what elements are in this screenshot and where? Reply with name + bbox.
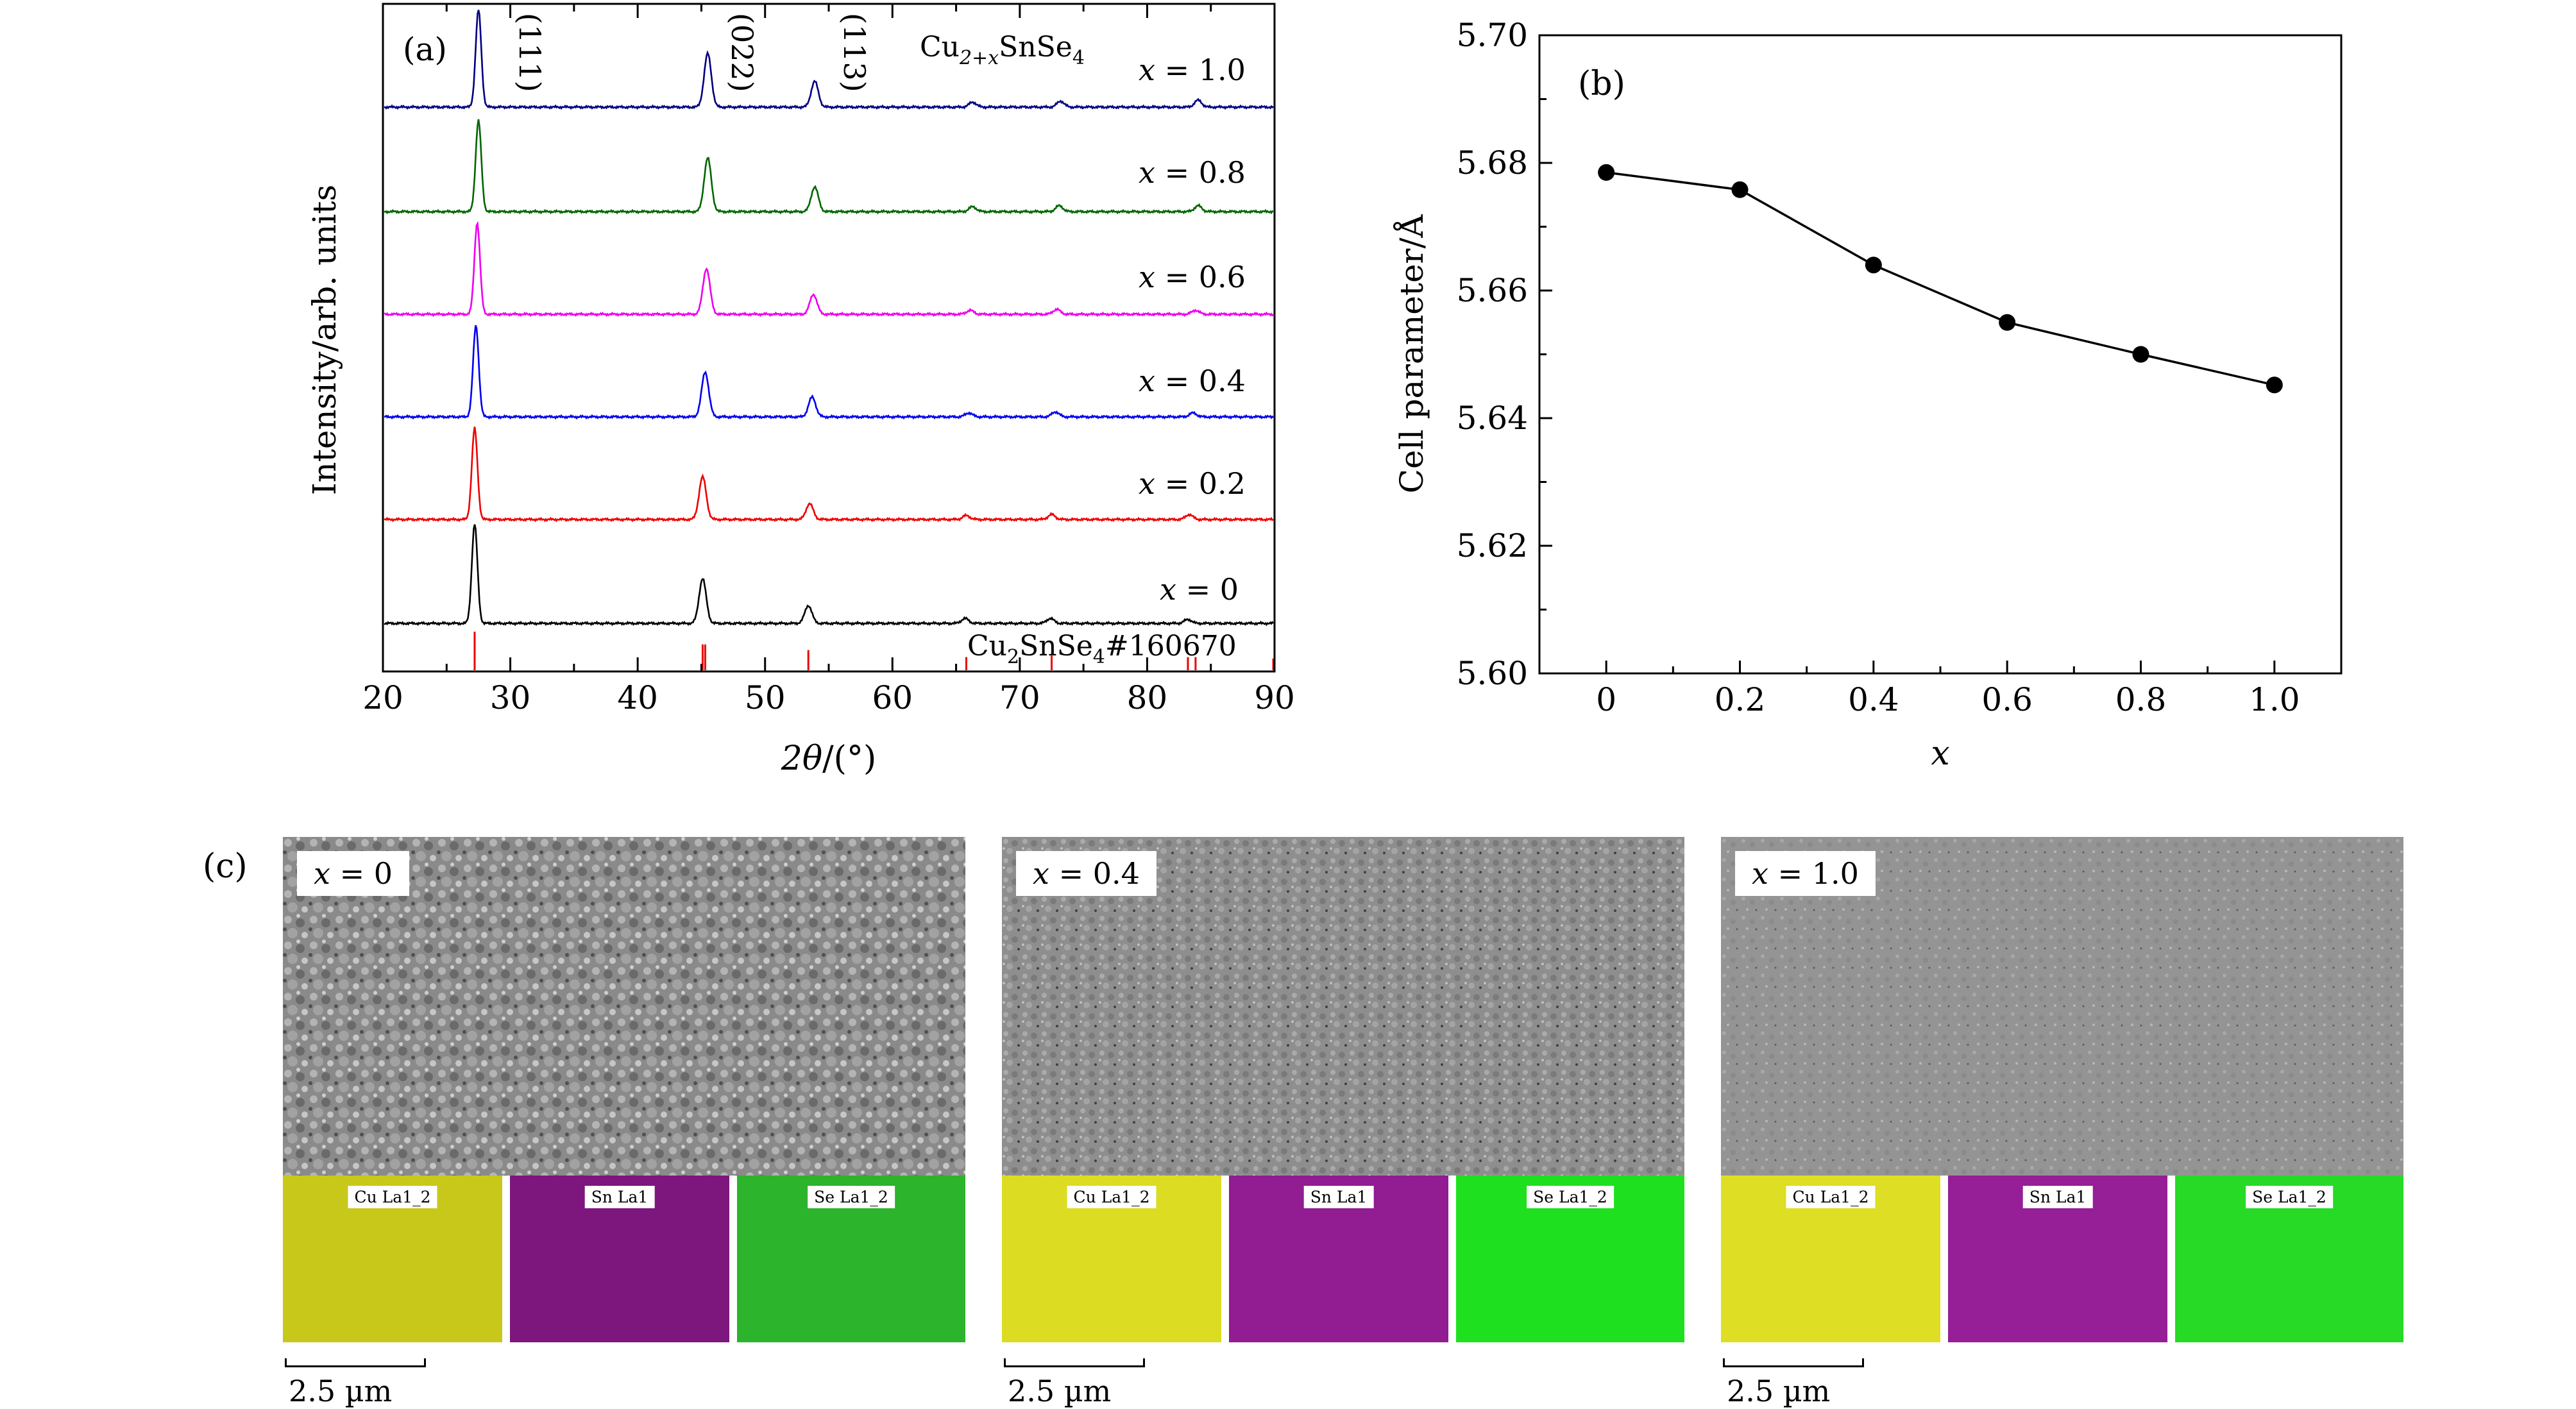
compound-formula: Cu2+xSnSe4 bbox=[920, 31, 1085, 69]
cell-plot-frame bbox=[1538, 34, 2343, 675]
xrd-tick-label: 80 bbox=[1127, 679, 1168, 716]
cell-x-tick-label: 1.0 bbox=[2249, 681, 2300, 718]
xrd-trace bbox=[384, 10, 1274, 110]
cell-point bbox=[1598, 164, 1615, 181]
map-label: Sn La1 bbox=[2022, 1186, 2093, 1208]
xrd-trace bbox=[384, 119, 1274, 215]
map-label: Se La1_2 bbox=[2246, 1186, 2333, 1208]
xrd-tick-label: 20 bbox=[362, 679, 403, 716]
xrd-trace bbox=[384, 524, 1274, 627]
xrd-series-label: x = 0 bbox=[1160, 572, 1239, 607]
xrd-xlabel: 2θ/(°) bbox=[781, 739, 876, 778]
sn-map: Sn La1 bbox=[510, 1176, 729, 1342]
xrd-series-label: x = 0.2 bbox=[1139, 466, 1246, 501]
map-label: Se La1_2 bbox=[808, 1186, 895, 1208]
scale-bar-text: 2.5 µm bbox=[1008, 1374, 1112, 1408]
scale-bar-line bbox=[285, 1358, 426, 1367]
xrd-ylabel: Intensity/arb. units bbox=[306, 185, 343, 495]
cell-y-tick-label: 5.60 bbox=[1457, 655, 1528, 692]
xrd-tick-label: 50 bbox=[745, 679, 786, 716]
xrd-trace bbox=[384, 325, 1274, 420]
cu-map: Cu La1_2 bbox=[1721, 1176, 1940, 1342]
xrd-tick-label: 40 bbox=[617, 679, 658, 716]
cell-x-tick-label: 0.4 bbox=[1848, 681, 1899, 718]
cell-point bbox=[2266, 376, 2283, 394]
sem-panel-x04: x = 0.4 Cu La1_2 Sn La1 Se La1_2 bbox=[1002, 837, 1684, 1342]
map-label: Cu La1_2 bbox=[348, 1186, 437, 1208]
xrd-series-label: x = 0.4 bbox=[1139, 364, 1246, 398]
cell-y-tick-label: 5.66 bbox=[1457, 272, 1528, 309]
scale-bar-line bbox=[1004, 1358, 1145, 1367]
cell-point bbox=[1865, 257, 1882, 274]
cell-x-tick-label: 0.6 bbox=[1981, 681, 2033, 718]
cell-point bbox=[1999, 314, 2016, 331]
xrd-series-label: x = 0.8 bbox=[1139, 155, 1246, 190]
map-label: Cu La1_2 bbox=[1786, 1186, 1876, 1208]
cell-y-tick-label: 5.64 bbox=[1457, 400, 1528, 437]
sem-panel-x0: x = 0 Cu La1_2 Sn La1 Se La1_2 bbox=[283, 837, 965, 1342]
se-map: Se La1_2 bbox=[1456, 1176, 1684, 1342]
scale-bar-text: 2.5 µm bbox=[1727, 1374, 1831, 1408]
xrd-series-label: x = 1.0 bbox=[1139, 53, 1246, 87]
reference-label: Cu2SnSe4#160670 bbox=[967, 630, 1237, 668]
xrd-tick-label: 70 bbox=[999, 679, 1040, 716]
cell-x-tick-label: 0.2 bbox=[1715, 681, 1766, 718]
xrd-plot-frame bbox=[382, 3, 1276, 673]
panel-c-label: (c) bbox=[203, 847, 248, 886]
cell-xlabel: x bbox=[1931, 734, 1949, 773]
xrd-series-label: x = 0.6 bbox=[1139, 260, 1246, 294]
map-label: Sn La1 bbox=[1303, 1186, 1374, 1208]
se-map: Se La1_2 bbox=[737, 1176, 965, 1342]
cell-y-tick-label: 5.68 bbox=[1457, 144, 1528, 181]
map-label: Sn La1 bbox=[584, 1186, 655, 1208]
cell-ylabel: Cell parameter/Å bbox=[1393, 214, 1430, 494]
cell-x-tick-label: 0 bbox=[1596, 681, 1616, 718]
xrd-tick-label: 60 bbox=[872, 679, 913, 716]
sample-badge: x = 0 bbox=[297, 851, 410, 896]
peak-label-111: (111) bbox=[513, 13, 547, 92]
cell-y-tick-label: 5.62 bbox=[1457, 527, 1528, 564]
scale-bar-line bbox=[1723, 1358, 1864, 1367]
xrd-tick-label: 30 bbox=[490, 679, 531, 716]
xrd-trace bbox=[384, 221, 1274, 317]
xrd-chart: 20 30 40 50 60 70 80 90 x = 0 x = 0.2 x = 0.4 x = … bbox=[306, 3, 1295, 778]
panel-a-label: (a) bbox=[403, 31, 447, 68]
panel-b-label: (b) bbox=[1578, 65, 1625, 103]
cell-y-tick-label: 5.70 bbox=[1457, 17, 1528, 54]
se-map: Se La1_2 bbox=[2175, 1176, 2403, 1342]
scale-bar-text: 2.5 µm bbox=[289, 1374, 393, 1408]
xrd-trace bbox=[384, 426, 1274, 523]
cu-map: Cu La1_2 bbox=[1002, 1176, 1221, 1342]
sample-badge: x = 1.0 bbox=[1735, 851, 1876, 896]
sn-map: Sn La1 bbox=[1229, 1176, 1448, 1342]
peak-label-113: (113) bbox=[837, 13, 872, 92]
sn-map: Sn La1 bbox=[1948, 1176, 2167, 1342]
cell-x-tick-label: 0.8 bbox=[2115, 681, 2167, 718]
sem-panel-x10: x = 1.0 Cu La1_2 Sn La1 Se La1_2 bbox=[1721, 837, 2403, 1342]
cell-point bbox=[1731, 181, 1749, 198]
map-label: Cu La1_2 bbox=[1067, 1186, 1157, 1208]
cell-line bbox=[1606, 171, 2275, 387]
peak-label-022: (022) bbox=[725, 13, 759, 92]
cell-point bbox=[2132, 346, 2149, 363]
sample-badge: x = 0.4 bbox=[1016, 851, 1157, 896]
cu-map: Cu La1_2 bbox=[283, 1176, 502, 1342]
cell-parameter-chart: 5.60 5.62 5.64 5.66 5.68 5.70 0 0.2 0.4 0.6 0.8 1.0… bbox=[1393, 17, 2343, 773]
map-label: Se La1_2 bbox=[1527, 1186, 1614, 1208]
xrd-tick-label: 90 bbox=[1254, 679, 1295, 716]
